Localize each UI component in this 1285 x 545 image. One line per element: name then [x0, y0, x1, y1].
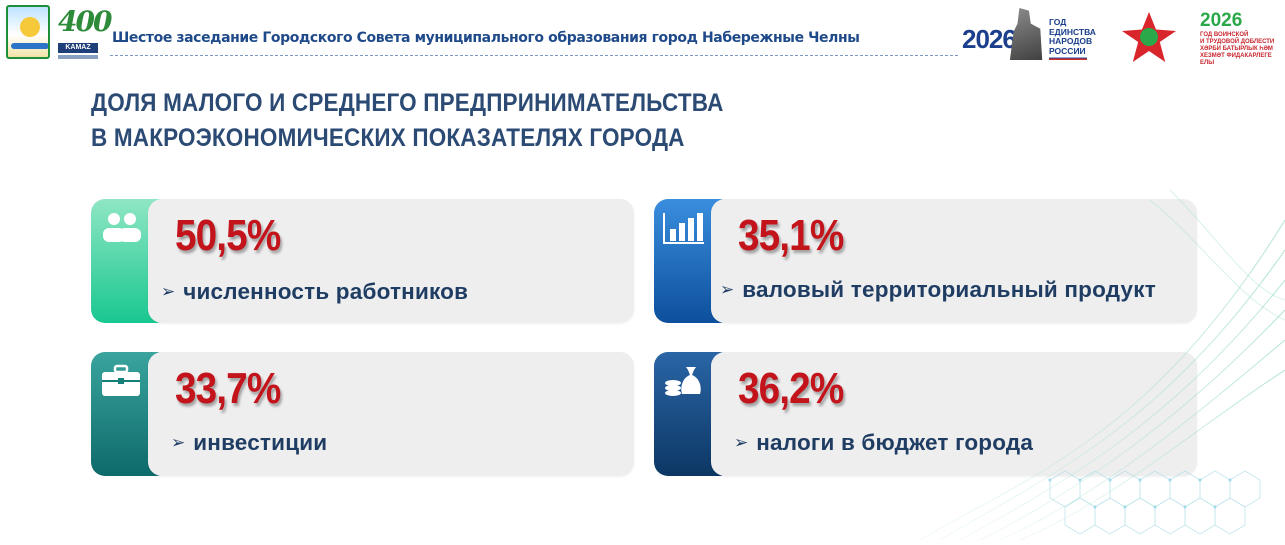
stat-value: 33,7%: [175, 364, 281, 413]
slide-header: 400 KAMAZ Шестое заседание Городского Со…: [0, 0, 1285, 66]
money-bag-icon: [665, 367, 701, 396]
year-of-valor-badge: 2026 ГОД ВОИНСКОЙ И ТРУДОВОЙ ДОБЛЕСТИ ХӘ…: [1122, 8, 1282, 66]
unity-badge-year: 2026: [962, 24, 1017, 54]
stat-label-row: ➢ валовый территориальный продукт: [720, 277, 1156, 303]
valor-badge-year: 2026: [1200, 10, 1243, 31]
arrow-bullet-icon: ➢: [161, 282, 176, 301]
stat-label: валовый территориальный продукт: [742, 277, 1156, 302]
city-coat-of-arms-logo: [6, 5, 50, 59]
stat-label-row: ➢ инвестиции: [171, 430, 327, 456]
unity-badge-text: ГОД ЕДИНСТВА НАРОДОВ РОССИИ: [1049, 17, 1096, 56]
year-of-unity-badge: 2026 ГОД ЕДИНСТВА НАРОДОВ РОССИИ: [962, 8, 1112, 60]
card-body: [711, 352, 1197, 476]
arrow-bullet-icon: ➢: [720, 280, 735, 299]
card-body: [148, 199, 634, 323]
russian-flag-icon: [1049, 56, 1087, 60]
page-title: ДОЛЯ МАЛОГО И СРЕДНЕГО ПРЕДПРИНИМАТЕЛЬСТ…: [91, 89, 724, 152]
kamaz-logo: KAMAZ: [58, 43, 98, 53]
stat-label: численность работников: [183, 279, 469, 304]
stat-label-row: ➢ численность работников: [161, 279, 468, 305]
valor-badge-text: ГОД ВОИНСКОЙ И ТРУДОВОЙ ДОБЛЕСТИ ХӘРБИ Б…: [1200, 32, 1275, 66]
arrow-bullet-icon: ➢: [171, 433, 186, 452]
stat-card-investments: 33,7% ➢ инвестиции: [91, 352, 634, 476]
header-title: Шестое заседание Городского Совета муниц…: [112, 30, 860, 46]
stat-label: инвестиции: [193, 430, 328, 455]
stat-label: налоги в бюджет города: [756, 430, 1034, 455]
stat-card-grp: 35,1% ➢ валовый территориальный продукт: [654, 199, 1197, 323]
stat-card-taxes: 36,2% ➢ налоги в бюджет города: [654, 352, 1197, 476]
briefcase-icon: [102, 364, 140, 396]
decorative-wave-background: [919, 189, 1285, 541]
stat-value: 36,2%: [738, 364, 844, 413]
card-body: [148, 352, 634, 476]
people-icon: [103, 213, 141, 242]
stat-value: 35,1%: [738, 211, 844, 260]
stat-label-row: ➢ налоги в бюджет города: [734, 430, 1033, 456]
card-body: [711, 199, 1197, 323]
stat-card-employees: 50,5% ➢ численность работников: [91, 199, 634, 323]
monument-icon: [1009, 8, 1043, 60]
bar-chart-icon: [663, 213, 704, 244]
anniversary-400-kamaz-logo: 400 KAMAZ: [56, 5, 112, 61]
logo-400-number: 400: [58, 5, 112, 38]
stat-value: 50,5%: [175, 211, 281, 260]
header-divider: [110, 55, 958, 56]
arrow-bullet-icon: ➢: [734, 433, 749, 452]
